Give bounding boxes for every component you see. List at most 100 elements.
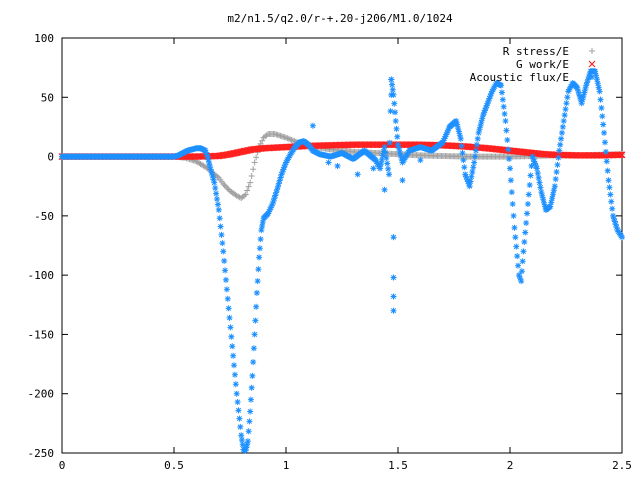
data-point xyxy=(244,441,251,448)
data-point xyxy=(595,84,602,91)
data-point xyxy=(378,156,385,163)
data-point xyxy=(610,212,617,219)
data-point xyxy=(540,196,547,203)
data-point xyxy=(206,163,213,170)
data-point xyxy=(209,173,216,180)
data-point xyxy=(536,179,543,186)
data-point xyxy=(273,189,280,196)
data-point xyxy=(558,129,565,136)
data-point xyxy=(233,390,240,397)
outlier-points xyxy=(309,76,424,314)
y-tick-label: -150 xyxy=(28,328,55,341)
data-point xyxy=(377,161,384,168)
data-point xyxy=(374,160,381,167)
series-2 xyxy=(59,68,625,454)
data-point xyxy=(268,202,275,209)
data-point xyxy=(597,96,604,103)
data-point xyxy=(485,97,492,104)
data-point xyxy=(481,109,488,116)
data-point xyxy=(256,245,263,252)
data-point xyxy=(510,212,517,219)
data-point xyxy=(216,215,223,222)
data-point xyxy=(484,100,491,107)
data-point xyxy=(476,126,483,133)
data-point xyxy=(202,147,209,154)
data-point xyxy=(593,76,600,83)
data-point xyxy=(379,152,386,159)
data-point xyxy=(241,192,248,199)
y-tick-label: -100 xyxy=(28,269,55,282)
data-point xyxy=(382,149,389,156)
data-point xyxy=(242,191,249,198)
data-point xyxy=(203,149,210,156)
data-point xyxy=(387,108,394,115)
data-point xyxy=(272,192,279,199)
data-point xyxy=(211,179,218,186)
data-point xyxy=(525,191,532,198)
data-point xyxy=(615,151,623,159)
data-point xyxy=(550,187,557,194)
data-point xyxy=(609,205,616,212)
data-point xyxy=(506,155,513,162)
data-point xyxy=(250,359,257,366)
data-point xyxy=(225,305,232,312)
data-point xyxy=(278,171,285,178)
data-point xyxy=(521,238,528,245)
data-point xyxy=(325,159,332,166)
data-point xyxy=(502,118,509,124)
data-point xyxy=(531,158,538,165)
data-point xyxy=(259,223,266,230)
data-point xyxy=(611,218,618,225)
data-point xyxy=(471,159,478,166)
data-point xyxy=(520,248,527,255)
data-point xyxy=(206,159,213,166)
chart-title: m2/n1.5/q2.0/r-+.20-j206/M1.0/1024 xyxy=(227,12,453,25)
data-point xyxy=(259,137,266,144)
data-point xyxy=(283,134,289,141)
data-point xyxy=(257,236,264,243)
y-tick-label: 50 xyxy=(41,91,54,104)
data-point xyxy=(554,161,561,168)
data-point xyxy=(511,224,518,231)
data-point xyxy=(397,152,404,159)
data-point xyxy=(505,146,512,153)
data-point xyxy=(524,210,531,217)
data-point xyxy=(247,396,254,403)
data-point xyxy=(224,295,231,302)
data-point xyxy=(279,168,286,175)
data-point xyxy=(518,278,525,285)
data-point xyxy=(518,268,525,275)
x-tick-label: 2.5 xyxy=(612,459,632,472)
data-point xyxy=(561,112,568,119)
data-point xyxy=(234,399,241,406)
x-tick-label: 0 xyxy=(59,459,66,472)
data-point xyxy=(230,352,237,359)
data-point xyxy=(396,148,403,155)
data-point xyxy=(488,90,495,97)
data-point xyxy=(224,185,231,192)
data-point xyxy=(204,153,211,160)
data-point xyxy=(477,122,484,129)
data-point xyxy=(290,137,296,144)
data-point xyxy=(562,106,569,113)
data-point xyxy=(271,195,278,202)
data-point xyxy=(489,88,496,95)
data-point xyxy=(417,157,424,164)
data-point xyxy=(529,153,536,160)
data-point xyxy=(584,79,591,86)
data-point xyxy=(550,191,557,198)
data-point xyxy=(222,267,229,274)
data-point xyxy=(266,206,273,213)
data-point xyxy=(500,103,507,110)
data-point xyxy=(243,444,250,451)
data-point xyxy=(443,131,450,138)
data-point xyxy=(455,125,462,132)
data-point xyxy=(508,189,515,196)
data-point xyxy=(486,95,493,102)
data-point xyxy=(393,125,400,132)
data-point xyxy=(576,94,583,101)
data-point xyxy=(483,102,490,109)
data-point xyxy=(547,203,554,210)
data-point xyxy=(601,139,608,146)
